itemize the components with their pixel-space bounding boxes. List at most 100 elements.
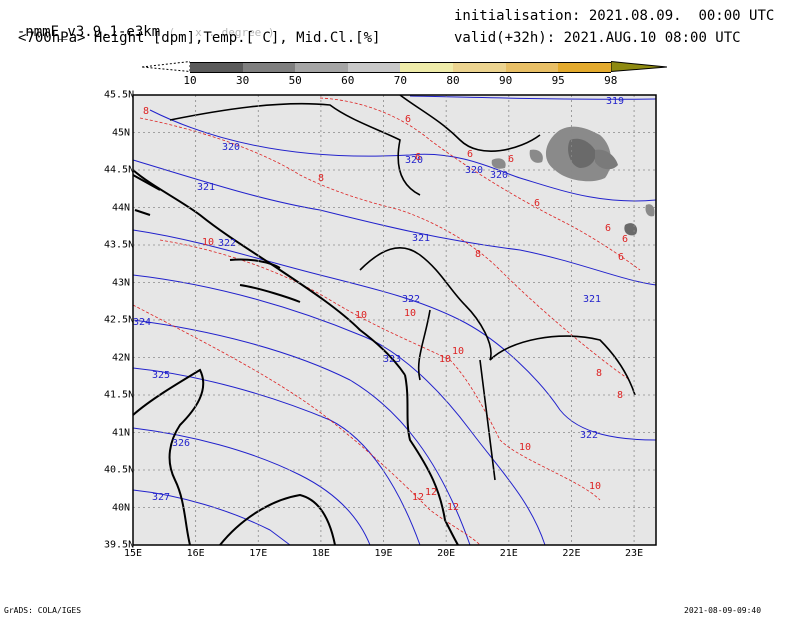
height-contour-label: 321	[583, 294, 601, 305]
temp-contour-label: 6	[467, 149, 473, 160]
temp-contour-label: 10	[355, 310, 367, 321]
country-borders	[169, 94, 636, 481]
latitude-tick: 40N	[111, 502, 130, 513]
temp-contour-label: 12	[447, 502, 459, 513]
colorbar-label: 30	[235, 74, 250, 87]
latitude-tick: 44N	[111, 202, 130, 213]
initialisation-line: initialisation: 2021.08.09. 00:00 UTC	[454, 8, 774, 24]
temp-contour-10	[159, 239, 601, 501]
height-contour-label: 323	[383, 354, 401, 365]
longitude-tick: 20E	[437, 548, 456, 559]
height-contour-label: 322	[402, 294, 420, 305]
coastlines	[132, 169, 459, 546]
height-contour-label: 320	[465, 165, 483, 176]
longitude-tick: 17E	[249, 548, 268, 559]
height-contour-324	[132, 319, 471, 546]
cloud-patch-2	[595, 149, 618, 170]
temp-contour-label: 6	[405, 114, 411, 125]
height-labels: 319 320 320 320 320 321 321 321 322 322 322 323 324 3…	[133, 96, 624, 503]
border-croatia-bosnia	[169, 102, 421, 196]
temp-contour-label: 6	[618, 252, 624, 263]
fields-description: <700hPa> Height [dpm],Temp.[ C], Mid.Cl.…	[18, 30, 381, 46]
longitude-tick: 23E	[625, 548, 644, 559]
height-contour-label: 319	[606, 96, 624, 107]
colorbar-segment	[295, 62, 348, 73]
border-kosovo-macedonia	[464, 304, 636, 396]
temp-contour-label: 10	[202, 237, 214, 248]
height-contour-label: 320	[222, 142, 240, 153]
colorbar-label: 70	[393, 74, 408, 87]
coast-italy-south	[219, 493, 336, 546]
height-contour-label: 321	[412, 233, 430, 244]
colorbar-segment	[558, 62, 611, 73]
temp-contour-label: 6	[508, 154, 514, 165]
mid-cloud-patches	[491, 126, 655, 236]
cloud-patch-1-core	[568, 138, 596, 168]
footer-timestamp: 2021-08-09-09:40	[684, 606, 762, 615]
height-contour-321	[132, 159, 657, 286]
temp-contour-label: 8	[143, 106, 149, 117]
coast-islands	[132, 174, 161, 216]
temp-contour-label: 6	[415, 152, 421, 163]
init-value: 2021.08.09. 00:00 UTC	[588, 8, 775, 24]
height-contour-327	[132, 489, 291, 546]
height-contour-label: 321	[197, 182, 215, 193]
grid-note: ( . x . degree )	[168, 26, 275, 39]
graticule	[133, 95, 656, 545]
cloud-patch-6	[645, 204, 655, 217]
temp-contour-label: 12	[425, 487, 437, 498]
height-contour-label: 327	[152, 492, 170, 503]
coast-albania	[404, 374, 459, 546]
latitude-tick: 41.5N	[104, 389, 135, 401]
border-albania-macedonia	[417, 309, 496, 481]
temp-contour-label: 8	[596, 368, 602, 379]
longitude-tick: 15E	[123, 548, 143, 559]
valid-label: valid(+32h):	[454, 30, 556, 46]
height-contours	[132, 95, 657, 546]
latitude-tick: 39.5N	[104, 539, 135, 551]
height-contour-label: 322	[580, 430, 598, 441]
latitude-tick: 42.5N	[104, 314, 135, 326]
temp-contour-label: 8	[475, 249, 481, 260]
latitude-tick: 43N	[111, 277, 130, 288]
cloud-patch-4	[491, 158, 506, 169]
colorbar-segment	[347, 62, 401, 73]
temp-contour-label: 8	[318, 173, 324, 184]
model-name: -nmmE_v3.9.1-e3km	[16, 24, 161, 40]
longitude-tick: 19E	[374, 548, 393, 559]
colorbar-segment	[190, 62, 243, 73]
colorbar-segment	[505, 62, 559, 73]
footer-software: GrADS: COLA/IGES	[4, 606, 82, 615]
latitude-tick: 43.5N	[104, 239, 135, 251]
longitude-tick: 16E	[186, 548, 205, 559]
border-montenegro	[359, 246, 466, 306]
colorbar-label: 80	[446, 74, 460, 87]
colorbar-label: 98	[604, 74, 618, 87]
latitude-tick: 40.5N	[104, 464, 135, 476]
height-contour-323	[132, 274, 546, 546]
cloud-patch-3	[529, 149, 543, 163]
colorbar-high-triangle	[610, 61, 667, 73]
colorbar-label: 95	[551, 74, 565, 87]
border-north	[399, 94, 541, 152]
temp-contour-8	[139, 117, 631, 381]
temp-contour-label: 10	[439, 354, 451, 365]
temp-contour-label: 6	[605, 223, 611, 234]
latitude-tick: 45N	[111, 127, 130, 138]
map-frame	[132, 94, 657, 546]
colorbar-label: 60	[341, 74, 355, 87]
coast-italy	[132, 368, 205, 546]
height-contour-322	[132, 229, 657, 441]
height-contour-label: 320	[405, 155, 423, 166]
temp-contour-label: 12	[412, 492, 424, 503]
temp-contour-label: 10	[404, 308, 416, 319]
temp-contour-label: 6	[534, 198, 540, 209]
colorbar-low-triangle	[142, 61, 190, 73]
colorbar-segment	[453, 62, 506, 73]
latitude-tick: 45.5N	[104, 89, 135, 101]
height-contour-319	[409, 95, 657, 100]
model-title: -nmmE_v3.9.1-e3km ( . x . degree )	[0, 8, 275, 41]
longitude-tick: 22E	[562, 548, 581, 559]
longitude-tick: 21E	[499, 548, 518, 559]
